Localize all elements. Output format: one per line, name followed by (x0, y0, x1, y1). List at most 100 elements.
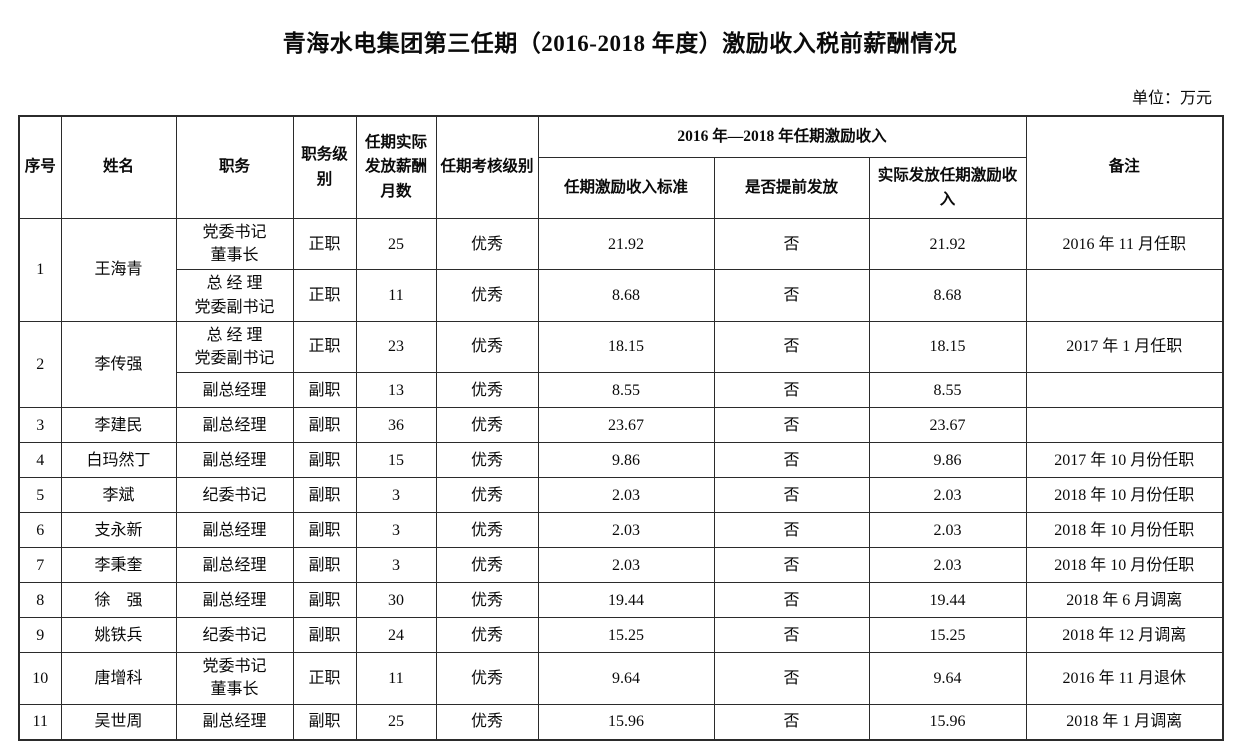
cell-tiqian: 否 (713, 217, 870, 271)
table-row: 5 李斌 纪委书记 副职 3 优秀 2.03 否 2.03 2018 年 10 月份任职 (18, 477, 1224, 514)
cell-kaohe: 优秀 (435, 217, 539, 271)
cell-xuhao: 1 (18, 218, 62, 322)
cell-kaohe: 优秀 (435, 269, 539, 322)
cell-xingming: 姚铁兵 (60, 617, 177, 654)
header-row-1: 序号 姓名 职务 职务级别 任期实际发放薪酬月数 任期考核级别 2016 年—2… (18, 115, 1224, 219)
cell-beizhu: 2018 年 12 月调离 (1025, 617, 1224, 654)
cell-xingming: 王海青 (60, 218, 177, 322)
cell-kaohe: 优秀 (435, 477, 539, 514)
cell-beizhu: 2018 年 6 月调离 (1025, 582, 1224, 619)
cell-zhiwu: 纪委书记 (175, 617, 294, 654)
cell-zhiwu: 副总经理 (175, 512, 294, 549)
cell-jibie: 副职 (292, 407, 357, 444)
cell-kaohe: 优秀 (435, 512, 539, 549)
cell-shiji: 15.25 (868, 617, 1027, 654)
cell-shiji: 2.03 (868, 512, 1027, 549)
table-row: 1 王海青 党委书记 董事长 正职 25 优秀 21.92 否 21.92 2016 年 11 月任… (18, 217, 1224, 322)
cell-biaozhun: 9.86 (537, 442, 715, 479)
cell-shiji: 15.96 (868, 703, 1027, 740)
table-row: 总 经 理党委副书记 正职 11 优秀 8.68 否 8.68 (19, 269, 1224, 322)
cell-jibie: 正职 (292, 217, 357, 271)
cell-xuhao: 10 (18, 652, 62, 705)
cell-beizhu: 2016 年 11 月任职 (1025, 217, 1224, 271)
cell-beizhu: 2018 年 10 月份任职 (1025, 477, 1224, 514)
cell-biaozhun: 15.25 (537, 617, 715, 654)
header-row-2: 任期激励收入标准 是否提前发放 实际发放任期激励收入 (19, 157, 1223, 219)
cell-xuhao: 4 (18, 442, 62, 479)
cell-kaohe: 优秀 (435, 617, 539, 654)
cell-yueshu: 3 (355, 477, 437, 514)
cell-kaohe: 优秀 (435, 320, 539, 374)
table-row: 11 吴世周 副总经理 副职 25 优秀 15.96 否 15.96 2018 年 1 月调离 (18, 703, 1224, 740)
cell-biaozhun: 2.03 (537, 477, 715, 514)
cell-jibie: 副职 (292, 442, 357, 479)
cell-xuhao: 7 (18, 547, 62, 584)
cell-xingming: 唐增科 (60, 652, 177, 705)
cell-biaozhun: 8.68 (537, 269, 715, 322)
cell-tiqian: 否 (713, 269, 870, 322)
cell-jibie: 副职 (292, 477, 357, 514)
cell-xingming: 李斌 (60, 477, 177, 514)
table-row: 2 李传强总 经 理党委副书记 正职 23 优秀 18.15 否 18.15 2017 年 1 … (18, 320, 1224, 409)
cell-zhiwu: 纪委书记 (175, 477, 294, 514)
col-header-xuhao: 序号 (18, 115, 62, 219)
cell-kaohe: 优秀 (435, 407, 539, 444)
cell-tiqian: 否 (713, 512, 870, 549)
cell-zhiwu: 副总经理 (175, 442, 294, 479)
col-header-xingming: 姓名 (60, 115, 177, 219)
col-header-kaohe: 任期考核级别 (435, 115, 539, 219)
cell-zhiwu: 副总经理 (175, 372, 294, 409)
cell-shiji: 2.03 (868, 477, 1027, 514)
cell-jibie: 副职 (292, 512, 357, 549)
cell-yueshu: 30 (355, 582, 437, 619)
cell-biaozhun: 21.92 (537, 217, 715, 271)
cell-jibie: 正职 (292, 320, 357, 374)
cell-biaozhun: 18.15 (537, 320, 715, 374)
cell-xingming: 白玛然丁 (60, 442, 177, 479)
cell-zhiwu: 党委书记 董事长 (175, 217, 294, 271)
cell-beizhu (1025, 372, 1224, 409)
col-header-jili-group: 2016 年—2018 年任期激励收入 (537, 115, 1027, 158)
cell-jibie: 副职 (292, 547, 357, 584)
cell-xuhao: 6 (18, 512, 62, 549)
cell-tiqian: 否 (713, 442, 870, 479)
cell-shiji: 9.86 (868, 442, 1027, 479)
cell-tiqian: 否 (713, 617, 870, 654)
cell-jibie: 副职 (292, 703, 357, 740)
cell-shiji: 8.55 (868, 372, 1027, 409)
col-header-tiqian: 是否提前发放 (713, 157, 870, 219)
cell-yueshu: 36 (355, 407, 437, 444)
cell-tiqian: 否 (713, 320, 870, 374)
cell-yueshu: 13 (355, 372, 437, 409)
table-row: 4 白玛然丁 副总经理 副职 15 优秀 9.86 否 9.86 2017 年 10 月份任职 (18, 442, 1224, 479)
cell-biaozhun: 19.44 (537, 582, 715, 619)
cell-kaohe: 优秀 (435, 582, 539, 619)
cell-xingming: 徐 强 (60, 582, 177, 619)
cell-tiqian: 否 (713, 582, 870, 619)
table-row: 副总经理 副职 13 优秀 8.55 否 8.55 (19, 372, 1224, 409)
cell-shiji: 8.68 (868, 269, 1027, 322)
table-row: 7 李秉奎 副总经理 副职 3 优秀 2.03 否 2.03 2018 年 10 月份任职 (18, 547, 1224, 584)
cell-xingming: 李建民 (60, 407, 177, 444)
cell-jibie: 副职 (292, 372, 357, 409)
col-header-zhiwu: 职务 (175, 115, 294, 219)
cell-jibie: 正职 (292, 269, 357, 322)
col-header-yueshu: 任期实际发放薪酬月数 (355, 115, 437, 219)
cell-kaohe: 优秀 (435, 547, 539, 584)
cell-xingming: 李秉奎 (60, 547, 177, 584)
cell-biaozhun: 8.55 (537, 372, 715, 409)
cell-shiji: 9.64 (868, 652, 1027, 705)
cell-shiji: 21.92 (868, 217, 1027, 271)
cell-xuhao: 2 (18, 320, 62, 409)
cell-xingming: 吴世周 (60, 703, 177, 740)
table-header: 序号 姓名 职务 职务级别 任期实际发放薪酬月数 任期考核级别 2016 年—2… (18, 115, 1224, 219)
cell-xingming: 支永新 (60, 512, 177, 549)
cell-beizhu: 2017 年 10 月份任职 (1025, 442, 1224, 479)
cell-xuhao: 8 (18, 582, 62, 619)
cell-tiqian: 否 (713, 547, 870, 584)
cell-yueshu: 25 (355, 703, 437, 740)
cell-yueshu: 23 (355, 320, 437, 374)
cell-zhiwu: 副总经理 (175, 407, 294, 444)
